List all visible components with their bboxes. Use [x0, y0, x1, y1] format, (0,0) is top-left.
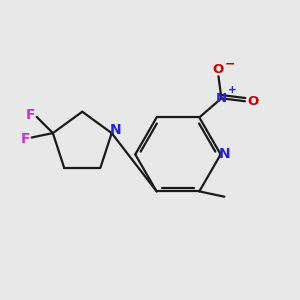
Text: O: O: [213, 63, 224, 76]
Text: F: F: [20, 132, 30, 146]
Text: +: +: [228, 85, 237, 95]
Text: N: N: [110, 123, 121, 136]
Text: O: O: [248, 95, 259, 108]
Text: N: N: [219, 147, 231, 161]
Text: N: N: [216, 92, 227, 105]
Text: F: F: [26, 107, 35, 122]
Text: −: −: [224, 57, 235, 70]
